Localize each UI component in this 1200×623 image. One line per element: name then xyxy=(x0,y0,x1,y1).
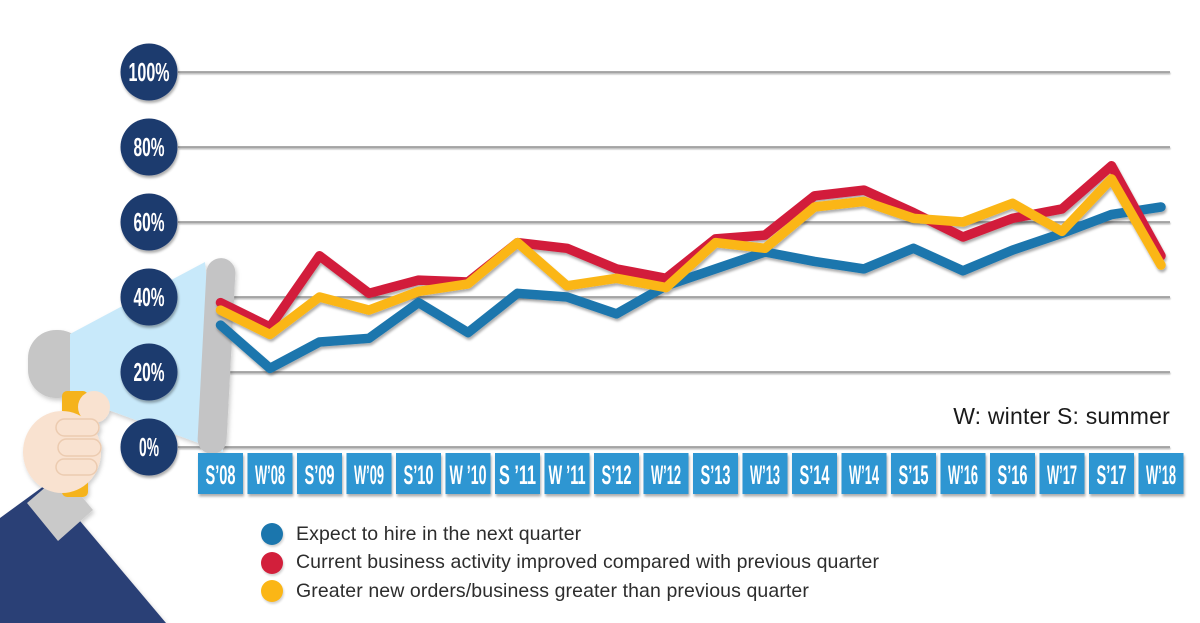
x-axis-box xyxy=(297,453,342,494)
x-axis-box xyxy=(792,453,837,494)
y-axis-circle xyxy=(120,193,178,251)
y-axis-circle xyxy=(120,118,178,176)
x-axis-tick-label: S’12 xyxy=(602,460,632,490)
x-axis-tick-label: W’13 xyxy=(750,460,780,490)
x-axis-tick-label: W ’11 xyxy=(549,460,586,490)
x-axis-tick-label: S ’11 xyxy=(499,460,536,490)
legend-dot-red xyxy=(261,551,283,574)
x-axis-tick-label: S’16 xyxy=(998,460,1028,490)
x-axis-tick-label: S’17 xyxy=(1097,460,1127,490)
y-axis-tick-label: 100% xyxy=(129,57,170,87)
gridlines xyxy=(178,71,1170,448)
x-axis-box xyxy=(198,453,243,494)
x-axis-tick-label: W’09 xyxy=(354,460,384,490)
x-axis-box xyxy=(1089,453,1134,494)
y-axis-circle xyxy=(120,43,178,101)
legend-item-hire: Expect to hire in the next quarter xyxy=(261,520,879,549)
x-axis-box xyxy=(544,453,590,494)
x-axis-tick-label: W’18 xyxy=(1146,460,1176,490)
thumb xyxy=(78,391,110,423)
series-line xyxy=(215,202,1166,374)
x-axis-tick-label: S’09 xyxy=(305,460,335,490)
x-axis-box xyxy=(1138,453,1184,494)
x-axis-box xyxy=(990,453,1035,494)
y-axis-circle xyxy=(120,343,178,401)
x-axis-tick-label: W’17 xyxy=(1047,460,1077,490)
y-axis-circle xyxy=(120,268,178,326)
series-line xyxy=(215,161,1166,332)
legend-label: Expect to hire in the next quarter xyxy=(296,522,582,545)
axis-note: W: winter S: summer xyxy=(953,403,1170,429)
legend-label: Greater new orders/business greater than… xyxy=(296,579,809,602)
x-axis-box xyxy=(396,453,441,494)
x-axis-tick-label: S’13 xyxy=(701,460,731,490)
finger xyxy=(57,438,102,457)
legend-item-activity: Current business activity improved compa… xyxy=(261,549,879,578)
x-axis-box xyxy=(445,453,491,494)
x-axis-tick-label: W’12 xyxy=(651,460,681,490)
y-axis-circle xyxy=(120,418,178,476)
cuff xyxy=(27,473,93,541)
y-axis-tick-label: 0% xyxy=(139,432,159,462)
x-axis-tick-label: S’15 xyxy=(899,460,929,490)
x-axis-tick-label: W’14 xyxy=(849,460,879,490)
finger xyxy=(55,458,98,476)
x-axis-tick-label: S’14 xyxy=(800,460,830,490)
x-axis-box xyxy=(247,453,293,494)
legend: Expect to hire in the next quarter Curre… xyxy=(261,520,879,606)
x-axis-tick-label: W’16 xyxy=(948,460,978,490)
legend-item-orders: Greater new orders/business greater than… xyxy=(261,577,879,606)
legend-dot-yellow xyxy=(261,580,283,603)
x-axis-box xyxy=(346,453,392,494)
x-axis-box xyxy=(643,453,689,494)
x-axis-box xyxy=(841,453,887,494)
x-axis-tick-label: W’08 xyxy=(255,460,285,490)
y-axis-tick-label: 20% xyxy=(134,357,165,387)
megaphone-illustration xyxy=(0,258,236,623)
y-axis-tick-label: 40% xyxy=(134,282,165,312)
x-axis-box xyxy=(891,453,936,494)
y-axis-tick-label: 60% xyxy=(134,207,165,237)
x-axis-box xyxy=(940,453,986,494)
x-axis-tick-label: W ’10 xyxy=(450,460,487,490)
finger xyxy=(55,418,100,437)
x-axis-box xyxy=(1039,453,1085,494)
y-axis-tick-label: 80% xyxy=(134,132,165,162)
legend-dot-blue xyxy=(261,523,283,546)
series-line xyxy=(215,174,1166,340)
data-lines xyxy=(215,161,1166,374)
x-axis-box xyxy=(495,453,540,494)
legend-label: Current business activity improved compa… xyxy=(296,551,880,574)
y-axis-labels: 100% 80% 60% 40% 20% 0% xyxy=(120,43,178,476)
x-axis-box xyxy=(693,453,738,494)
x-axis-box xyxy=(742,453,788,494)
x-axis-box xyxy=(594,453,639,494)
x-axis-tick-label: S’10 xyxy=(404,460,434,490)
x-axis-tick-label: S’08 xyxy=(206,460,236,490)
x-axis-labels: S’08 W’08 S’09 W’09 S’10 W ’10 S ’11 W ’11 S’12 W… xyxy=(198,453,1184,494)
